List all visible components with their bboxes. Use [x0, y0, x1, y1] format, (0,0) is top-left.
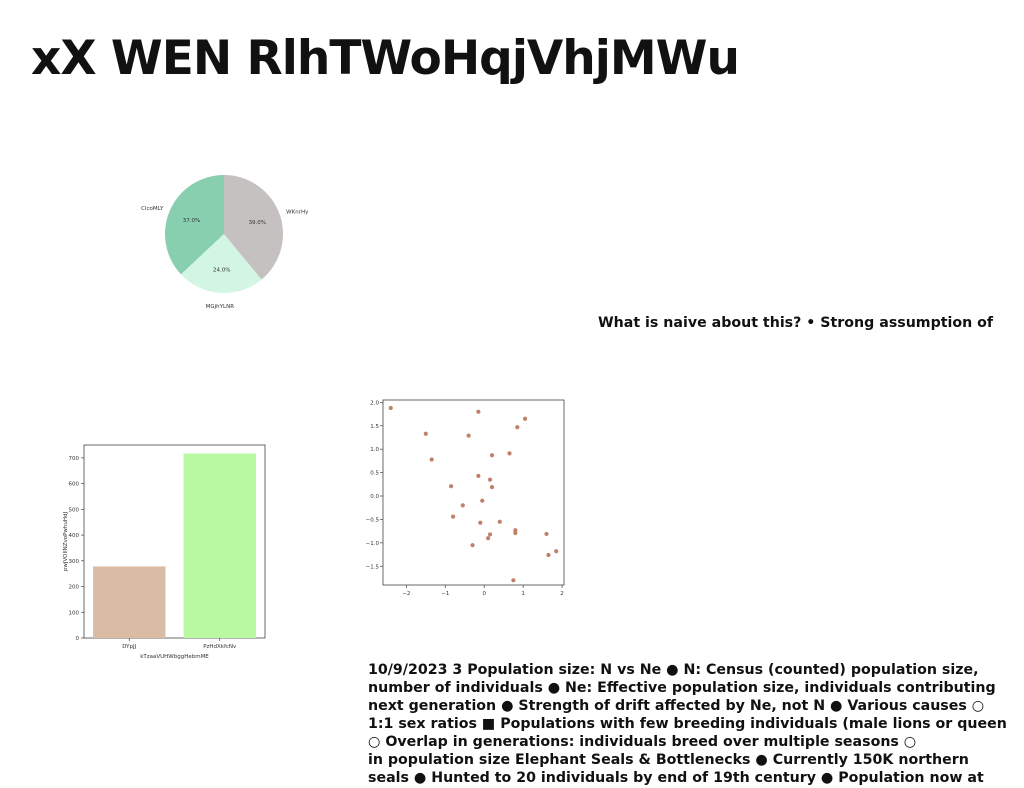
- scatter-point: [466, 433, 471, 438]
- pie-percent-label: 37.0%: [183, 218, 200, 224]
- x-tick-label: 0: [482, 591, 486, 597]
- pie-slice: [224, 175, 283, 280]
- y-tick-label: 500: [69, 507, 80, 513]
- x-tick-label: DYpJJ: [122, 644, 136, 650]
- scatter-point: [507, 451, 512, 456]
- scatter-point: [485, 536, 491, 541]
- page-title: xX WEN RlhTWoHqjVhjMWu: [31, 31, 740, 86]
- pie-category-label: WKnrHy: [286, 210, 309, 216]
- y-tick-label: 700: [69, 456, 80, 462]
- scatter-point: [513, 530, 518, 536]
- scatter-point: [487, 477, 493, 482]
- scatter-point: [544, 531, 549, 537]
- notes-line: 10/9/2023 3 Population size: N vs Ne ● N…: [368, 662, 979, 678]
- y-tick-label: 0.0: [370, 494, 379, 500]
- notes-line: in population size Elephant Seals & Bott…: [368, 752, 969, 768]
- y-tick-label: 600: [69, 482, 80, 488]
- scatter-point: [388, 405, 393, 411]
- x-tick-label: −2: [402, 591, 410, 597]
- pie-category-label: MGjhYLNR: [206, 304, 235, 310]
- bar: [183, 453, 256, 638]
- pie-percent-label: 24.0%: [213, 267, 230, 273]
- pie-chart: 37.0% ClcoMLY 24.0% MGjhYLNR 39.0% WKnrHy: [141, 175, 309, 310]
- scatter-point: [478, 520, 483, 525]
- scatter-point: [476, 473, 481, 478]
- y-tick-label: 300: [69, 559, 80, 565]
- y-tick-label: 1.5: [370, 424, 379, 430]
- plot-frame: [382, 399, 565, 586]
- notes-line: seals ● Hunted to 20 individuals by end …: [368, 770, 984, 786]
- scatter-point: [423, 431, 428, 436]
- scatter-point: [489, 485, 495, 490]
- callout-text: What is naive about this? • Strong assum…: [598, 315, 994, 331]
- scatter-point: [511, 578, 516, 583]
- pie-category-label: ClcoMLY: [141, 206, 164, 212]
- x-tick-label: −1: [441, 591, 449, 597]
- pie-slice: [180, 234, 262, 293]
- y-tick-label: 0.5: [370, 471, 379, 477]
- scatter-point: [470, 543, 475, 548]
- y-tick-label: −1.5: [366, 564, 380, 570]
- notes-line: 1:1 sex ratios ■ Populations with few br…: [368, 716, 1007, 732]
- y-tick-label: −0.5: [366, 517, 380, 523]
- y-axis-label: pwJVOIlNZvoPwhuHdJ: [63, 511, 69, 571]
- notes-line: ○ Overlap in generations: individuals br…: [368, 734, 917, 750]
- scatter-point: [476, 409, 481, 414]
- scatter-point: [489, 453, 495, 458]
- scatter-point: [460, 503, 465, 508]
- notes-line: next generation ● Strength of drift affe…: [368, 698, 985, 714]
- y-tick-label: 400: [69, 533, 80, 539]
- y-tick-label: 200: [69, 585, 80, 591]
- scatter-point: [450, 514, 456, 519]
- scatter-point: [546, 552, 551, 558]
- x-axis-label: kTzaaVUHWbggHebmME: [140, 654, 209, 660]
- scatter-point: [515, 425, 520, 430]
- pie-slice: [165, 175, 224, 275]
- y-tick-label: 2.0: [370, 400, 379, 406]
- scatter-point: [480, 498, 485, 503]
- x-tick-label: 1: [521, 591, 525, 597]
- y-tick-label: −1.0: [366, 541, 380, 547]
- notes-line: number of individuals ● Ne: Effective po…: [368, 680, 996, 696]
- scatter-point: [522, 416, 528, 421]
- pie-percent-label: 39.0%: [249, 220, 266, 226]
- scatter-point: [487, 532, 493, 537]
- x-tick-label: 2: [560, 591, 564, 597]
- bar: [93, 566, 166, 638]
- scatter-point: [449, 484, 454, 489]
- scatter-chart: −1.5 −1.0 −0.5 0.0 0.5 1.0 1.5 2.0 −2 −1 0 1 2: [366, 399, 565, 597]
- bar-chart: 0 100 200 300 400 500 600 700 DYpJJ PzHdXkfcNv kTz…: [63, 444, 266, 660]
- scatter-point: [554, 549, 559, 554]
- notes-text: 10/9/2023 3 Population size: N vs Ne ● N…: [368, 661, 1018, 787]
- scatter-point: [429, 457, 434, 462]
- plot-frame: [83, 444, 266, 639]
- y-tick-label: 100: [69, 610, 80, 616]
- y-tick-label: 1.0: [370, 447, 379, 453]
- scatter-point: [497, 519, 502, 524]
- x-tick-label: PzHdXkfcNv: [203, 644, 237, 650]
- y-tick-label: 0: [76, 636, 80, 642]
